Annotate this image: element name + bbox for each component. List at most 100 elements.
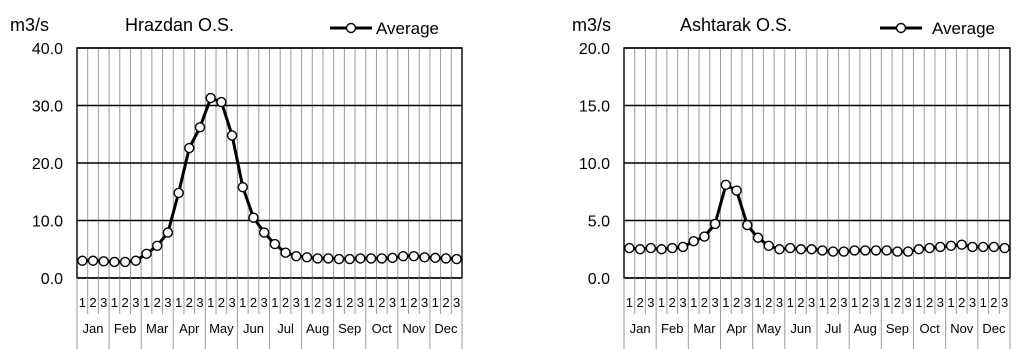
- month-label: Jan: [83, 321, 104, 336]
- decade-tick-label: 2: [636, 295, 643, 310]
- data-point: [173, 187, 184, 199]
- decade-tick-label: 3: [453, 295, 460, 310]
- decade-tick-label: 3: [647, 295, 654, 310]
- decade-tick-label: 2: [733, 295, 740, 310]
- decade-tick-label: 3: [164, 295, 171, 310]
- data-point: [87, 255, 99, 266]
- data-point: [397, 250, 409, 262]
- decade-tick-label: 2: [218, 295, 225, 310]
- decade-tick-label: 3: [905, 295, 912, 310]
- data-point: [248, 212, 259, 223]
- y-tick-label: 30.0: [32, 99, 63, 116]
- chart-title: Ashtarak O.S.: [680, 15, 792, 35]
- month-label: Aug: [306, 321, 329, 336]
- data-point: [827, 246, 839, 257]
- data-point: [742, 219, 753, 231]
- decade-tick-label: 1: [303, 295, 310, 310]
- decade-tick-label: 2: [926, 295, 933, 310]
- data-point: [258, 227, 270, 238]
- decade-tick-label: 3: [808, 295, 815, 310]
- decade-tick-label: 1: [980, 295, 987, 310]
- data-point: [838, 246, 850, 257]
- data-point: [849, 245, 860, 256]
- data-point: [301, 252, 313, 263]
- decade-tick-label: 3: [100, 295, 107, 310]
- legend-entry: Average: [376, 19, 439, 38]
- data-point: [924, 242, 935, 254]
- data-point: [667, 242, 678, 254]
- decade-tick-label: 1: [883, 295, 890, 310]
- y-tick-label: 10.0: [32, 214, 63, 231]
- decade-tick-label: 3: [228, 295, 235, 310]
- decade-tick-label: 2: [250, 295, 257, 310]
- month-label: Dec: [434, 321, 458, 336]
- decade-tick-label: 2: [958, 295, 965, 310]
- decade-tick-label: 2: [186, 295, 193, 310]
- data-point: [344, 253, 355, 265]
- data-point: [440, 253, 452, 264]
- y-tick-label: 20.0: [32, 156, 63, 173]
- month-label: Nov: [402, 321, 426, 336]
- month-label: Oct: [372, 321, 393, 336]
- decade-tick-label: 2: [410, 295, 417, 310]
- decade-tick-label: 3: [679, 295, 686, 310]
- y-axis-unit-label: m3/s: [10, 15, 49, 35]
- decade-tick-label: 1: [915, 295, 922, 310]
- decade-tick-label: 1: [143, 295, 150, 310]
- month-label: Apr: [726, 321, 747, 336]
- data-point: [817, 245, 828, 256]
- decade-tick-label: 3: [776, 295, 783, 310]
- data-point: [237, 181, 248, 193]
- data-point: [720, 179, 732, 191]
- month-label: May: [756, 321, 781, 336]
- y-tick-label: 10.0: [579, 156, 610, 173]
- chart-title: Hrazdan O.S.: [125, 15, 234, 35]
- data-point: [731, 185, 742, 196]
- data-point: [216, 96, 227, 108]
- data-point: [774, 244, 785, 255]
- decade-tick-label: 1: [851, 295, 858, 310]
- decade-tick-label: 2: [862, 295, 869, 310]
- y-tick-label: 0.0: [41, 271, 63, 288]
- data-point: [881, 245, 892, 256]
- data-point: [913, 244, 925, 255]
- data-point: [977, 241, 989, 253]
- data-point: [430, 252, 441, 264]
- decade-tick-label: 3: [937, 295, 944, 310]
- month-label: May: [209, 321, 234, 336]
- data-point: [184, 142, 195, 154]
- data-point: [752, 232, 764, 243]
- data-point: [945, 240, 957, 252]
- data-point: [677, 241, 689, 253]
- decade-tick-label: 3: [744, 295, 751, 310]
- decade-tick-label: 1: [335, 295, 342, 310]
- data-point: [152, 240, 163, 252]
- decade-tick-label: 3: [132, 295, 139, 310]
- data-point: [935, 241, 946, 253]
- month-label: Sep: [886, 321, 909, 336]
- month-label: Sep: [338, 321, 361, 336]
- decade-tick-label: 1: [658, 295, 665, 310]
- decade-tick-label: 3: [969, 295, 976, 310]
- data-point: [194, 122, 206, 133]
- decade-tick-label: 1: [271, 295, 278, 310]
- data-point: [645, 242, 657, 254]
- month-label: Nov: [950, 321, 974, 336]
- data-point: [119, 256, 131, 268]
- data-point: [408, 250, 420, 262]
- data-point: [795, 244, 807, 255]
- decade-tick-label: 1: [207, 295, 214, 310]
- decade-tick-label: 1: [111, 295, 118, 310]
- month-label: Dec: [982, 321, 1006, 336]
- month-label: Feb: [114, 321, 136, 336]
- decade-tick-label: 2: [314, 295, 321, 310]
- decade-tick-label: 3: [421, 295, 428, 310]
- data-point: [956, 239, 967, 250]
- y-axis-unit-label: m3/s: [572, 15, 611, 35]
- decade-tick-label: 1: [787, 295, 794, 310]
- month-label: Mar: [146, 321, 169, 336]
- month-label: Apr: [179, 321, 200, 336]
- data-point: [688, 235, 699, 247]
- decade-tick-label: 3: [325, 295, 332, 310]
- data-point: [699, 231, 710, 242]
